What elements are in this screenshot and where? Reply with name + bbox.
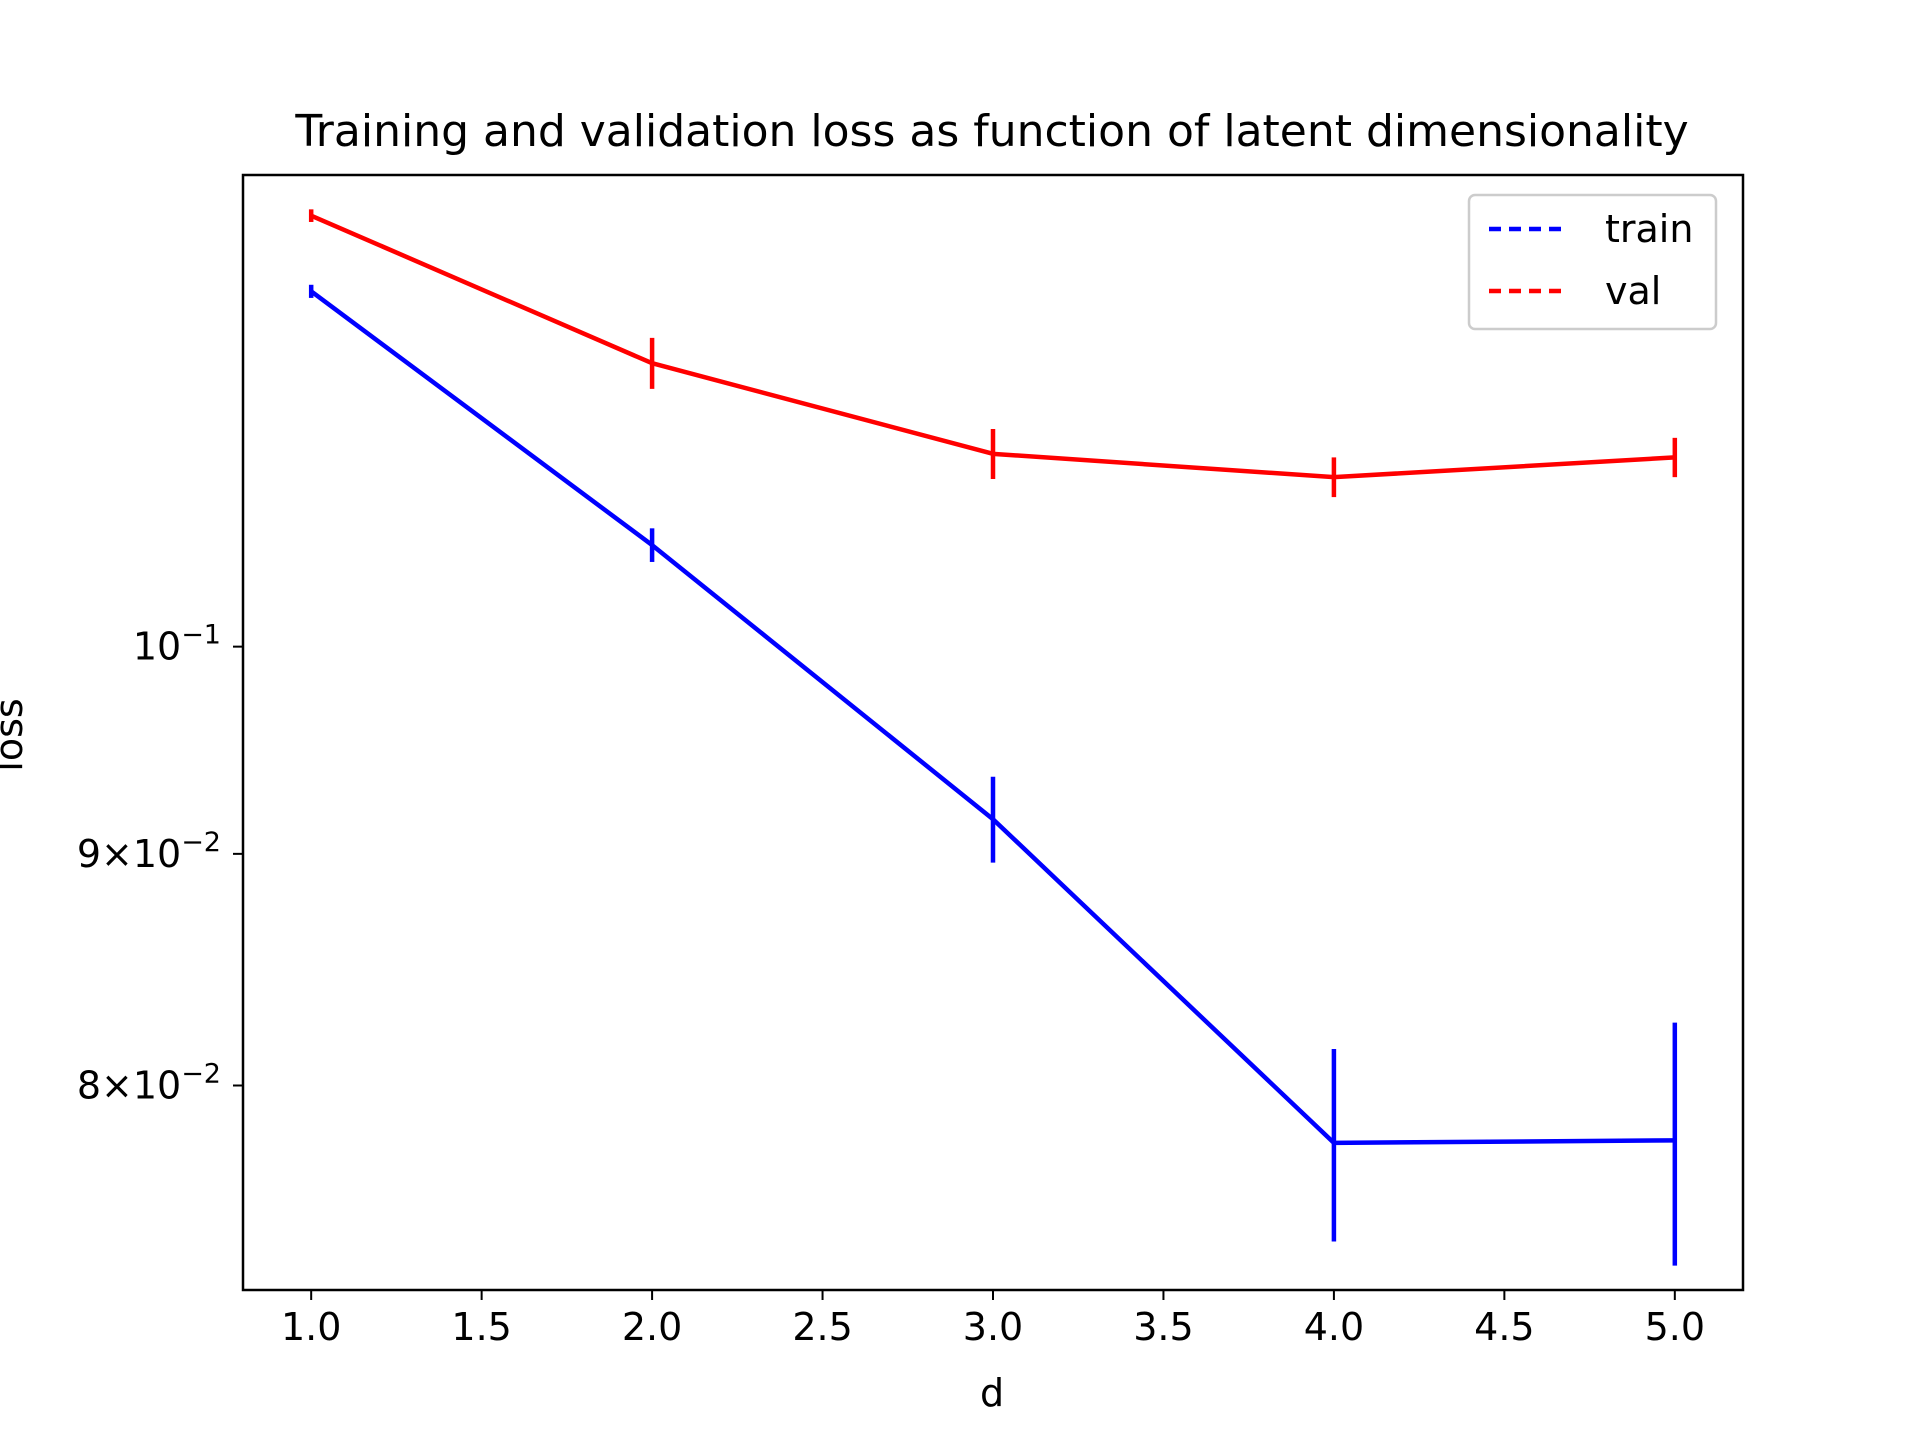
y-axis: 10−1 9×10−2 8×10−2: [77, 620, 243, 1108]
series-layer: [308, 209, 1678, 1266]
x-tick-label: 4.5: [1474, 1305, 1534, 1349]
x-tick-label: 1.0: [281, 1305, 341, 1349]
y-tick-label: 9×10−2: [77, 827, 221, 876]
x-tick-label: 2.0: [622, 1305, 682, 1349]
chart-title: Training and validation loss as function…: [294, 106, 1688, 157]
x-tick-label: 4.0: [1304, 1305, 1364, 1349]
x-axis-label: d: [980, 1371, 1004, 1415]
legend-label-train: train: [1605, 207, 1693, 251]
x-axis: 1.0 1.5 2.0 2.5 3.0 3.5 4.0 4.5 5.0: [281, 1290, 1705, 1349]
legend: train val: [1467, 193, 1718, 331]
y-tick-label: 8×10−2: [77, 1059, 221, 1108]
x-tick-label: 2.5: [792, 1305, 852, 1349]
legend-label-val: val: [1605, 269, 1661, 313]
y-axis-label: loss: [0, 698, 31, 771]
x-tick-label: 1.5: [451, 1305, 511, 1349]
series-val: [308, 209, 1678, 498]
y-tick-label: 10−1: [133, 620, 221, 669]
x-tick-label: 3.5: [1133, 1305, 1193, 1349]
x-tick-label: 3.0: [963, 1305, 1023, 1349]
x-tick-label: 5.0: [1645, 1305, 1705, 1349]
series-train: [308, 284, 1678, 1266]
